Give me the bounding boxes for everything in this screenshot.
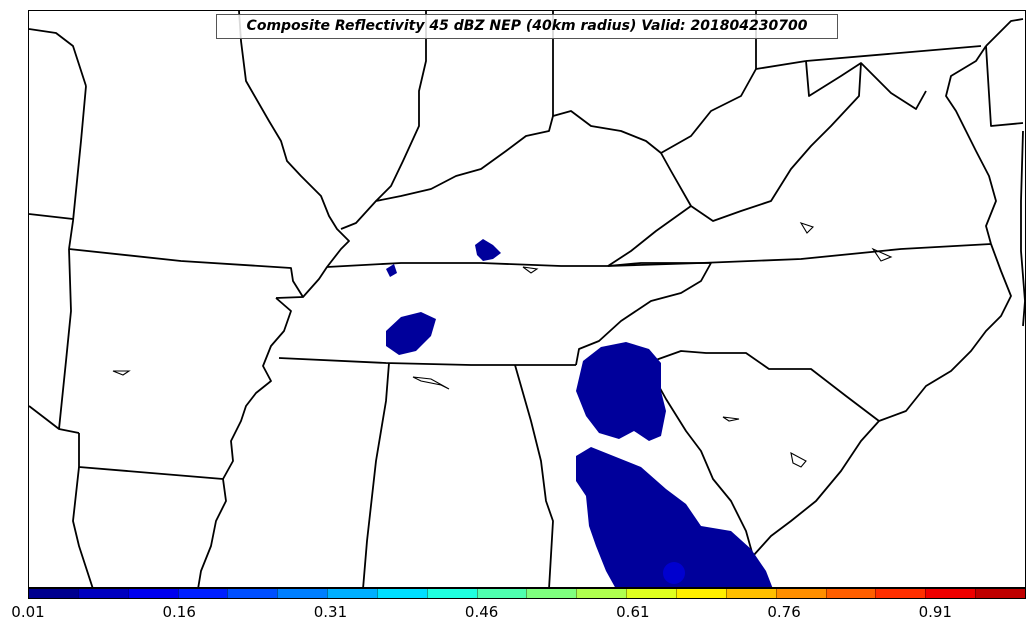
colorbar-segment: [875, 589, 926, 598]
coast-sc-ga: [752, 243, 1012, 587]
prob-area-ga-north: [576, 342, 666, 441]
colorbar-segment: [925, 589, 976, 598]
colorbar-segment: [77, 589, 128, 598]
colorbar-tick-label: 0.91: [918, 603, 952, 621]
colorbar-segment: [526, 589, 577, 598]
mississippi-river: [197, 297, 292, 587]
colorbar-segment: [825, 589, 876, 598]
prob-area-ga-south: [576, 447, 773, 587]
border-ar-north: [68, 248, 304, 299]
colorbar-tick-label: 0.16: [162, 603, 196, 621]
colorbar-segment: [127, 589, 178, 598]
colorbar-segment: [327, 589, 377, 598]
border-il-in: [375, 11, 427, 202]
colorbar-tick-label: 0.01: [11, 603, 45, 621]
border-ok-ar: [58, 248, 72, 430]
colorbar-segment: [775, 589, 826, 598]
lake-6: [790, 451, 807, 468]
coast-de: [985, 18, 1024, 47]
prob-area-tn-small: [386, 264, 397, 277]
colorbar-segment: [177, 589, 228, 598]
colorbar-tick-label: 0.76: [767, 603, 801, 621]
state-borders: [29, 11, 1025, 587]
border-ms-al: [362, 362, 390, 587]
colorbar-segment: [227, 589, 278, 598]
prob-area-tn-west: [386, 312, 436, 355]
border-nc-sc: [652, 350, 880, 422]
prob-area-ky: [475, 239, 501, 261]
border-ar-la: [78, 433, 224, 480]
colorbar: [28, 588, 1026, 599]
lakes: [112, 222, 893, 468]
colorbar-segment: [277, 589, 328, 598]
border-mo-ia: [29, 28, 87, 87]
colorbar-segment: [626, 589, 676, 598]
colorbar-segment: [29, 589, 78, 598]
prob-area-core: [663, 562, 685, 584]
colorbar-segment: [376, 589, 427, 598]
border-la-tx: [72, 466, 94, 587]
map-panel: [28, 10, 1026, 588]
colorbar-segment: [725, 589, 776, 598]
colorbar-segment: [426, 589, 477, 598]
coast-outer-banks: [1020, 130, 1025, 327]
colorbar-segment: [675, 589, 726, 598]
colorbar-segment: [576, 589, 627, 598]
probability-areas: [386, 239, 773, 587]
border-md-pa: [805, 45, 982, 62]
colorbar-tick-label: 0.31: [313, 603, 348, 621]
mississippi-upper: [238, 11, 350, 298]
border-ks-ok: [29, 213, 74, 220]
colorbar-segment: [476, 589, 527, 598]
lake-3: [522, 266, 539, 274]
border-ky-va: [607, 205, 692, 267]
border-tn-south: [278, 357, 576, 366]
coast-va: [945, 45, 997, 245]
border-wv-md: [805, 60, 927, 110]
lake-1: [412, 376, 450, 390]
border-tn-nc: [575, 262, 712, 366]
border-ok-tx: [29, 405, 80, 434]
border-al-ga: [514, 364, 554, 587]
map-canvas: [29, 11, 1025, 587]
colorbar-segment: [975, 589, 1025, 598]
border-wv-va: [660, 62, 862, 222]
ohio-river: [340, 68, 757, 230]
lake-7: [871, 247, 893, 262]
border-tn-va: [607, 262, 711, 267]
lake-2: [112, 370, 131, 376]
lake-4: [799, 222, 815, 234]
border-mo-west: [68, 85, 87, 250]
border-de-md: [985, 45, 1024, 127]
colorbar-tick-label: 0.46: [464, 603, 499, 621]
colorbar-tick-label: 0.61: [616, 603, 650, 621]
map-title: Composite Reflectivity 45 dBZ NEP (40km …: [216, 14, 838, 39]
lake-5: [722, 416, 740, 422]
